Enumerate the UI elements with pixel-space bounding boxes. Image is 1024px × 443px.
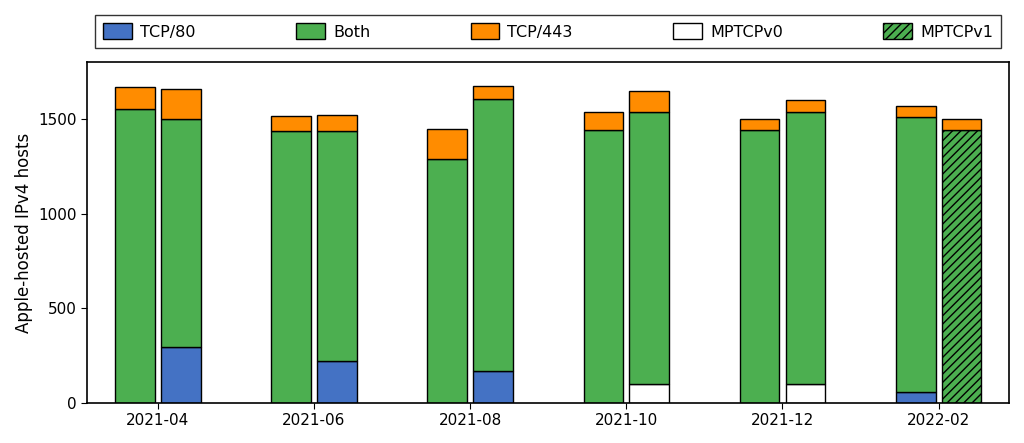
Bar — [785, 384, 825, 403]
Bar — [473, 86, 513, 99]
Bar — [584, 112, 624, 130]
Bar — [896, 117, 936, 392]
Bar — [427, 129, 467, 159]
Bar — [896, 392, 936, 403]
Bar — [942, 119, 981, 130]
Bar — [896, 106, 936, 117]
Bar — [317, 361, 356, 403]
Bar — [317, 115, 356, 131]
Bar — [739, 119, 779, 130]
Bar — [942, 130, 981, 403]
Bar — [271, 116, 311, 131]
Bar — [584, 130, 624, 403]
Bar — [115, 109, 155, 403]
Bar — [473, 99, 513, 371]
Bar — [161, 347, 201, 403]
Bar — [630, 384, 669, 403]
Bar — [739, 130, 779, 403]
Bar — [785, 112, 825, 384]
Bar — [271, 131, 311, 403]
Bar — [161, 89, 201, 119]
Bar — [630, 112, 669, 384]
Bar — [427, 159, 467, 403]
Legend: TCP/80, Both, TCP/443, MPTCPv0, MPTCPv1: TCP/80, Both, TCP/443, MPTCPv0, MPTCPv1 — [95, 15, 1001, 47]
Bar — [630, 91, 669, 112]
Bar — [473, 371, 513, 403]
Bar — [785, 100, 825, 112]
Bar — [317, 131, 356, 361]
Bar — [161, 119, 201, 347]
Y-axis label: Apple-hosted IPv4 hosts: Apple-hosted IPv4 hosts — [15, 132, 33, 333]
Bar — [115, 87, 155, 109]
